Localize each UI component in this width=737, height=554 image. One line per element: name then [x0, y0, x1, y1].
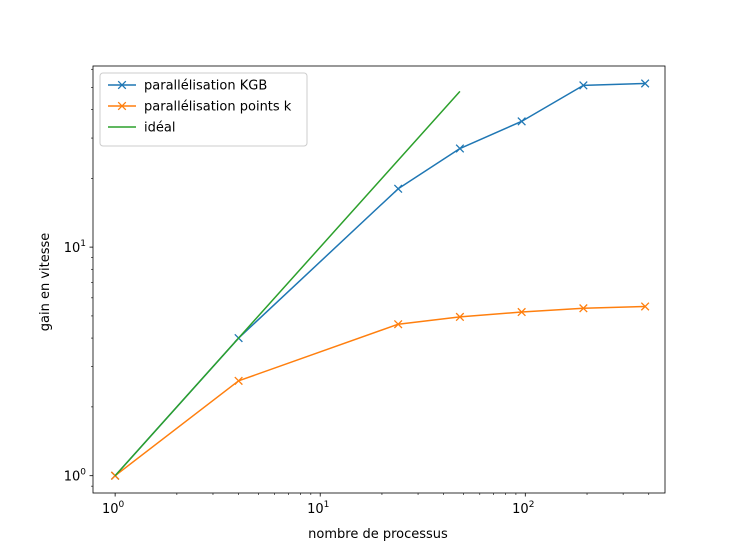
x-tick-label-base: 10 [512, 502, 529, 517]
legend-entry: parallélisation points k [108, 100, 292, 115]
legend-label: parallélisation KGB [144, 79, 267, 94]
x-tick-label-exponent: 1 [324, 500, 330, 510]
data-point-marker [640, 302, 650, 311]
y-tick-label-base: 10 [64, 241, 81, 256]
x-tick-label-base: 10 [307, 502, 324, 517]
data-point-marker [517, 307, 526, 317]
x-tick-label: 101 [307, 500, 329, 517]
data-point-marker [579, 81, 588, 90]
y-tick-label-exponent: 1 [80, 239, 86, 249]
legend-label: idéal [144, 121, 175, 136]
legend-label: parallélisation points k [144, 100, 292, 115]
data-point-marker [455, 144, 465, 153]
data-point-marker [234, 376, 243, 386]
legend-entry: idéal [108, 121, 175, 136]
plot-area [110, 79, 650, 480]
data-point-marker [393, 319, 403, 329]
data-point-marker [455, 312, 465, 322]
series-line-2 [114, 90, 461, 477]
data-point-marker [579, 304, 588, 313]
legend: parallélisation KGB parallélisation point… [99, 72, 308, 147]
x-tick-label: 102 [512, 500, 534, 517]
series-group [110, 79, 650, 480]
y-axis-label: gain en vitesse [38, 233, 53, 332]
y-tick-label-exponent: 0 [80, 468, 86, 478]
y-tick-label-base: 10 [64, 470, 81, 485]
legend-box [99, 72, 308, 147]
x-axis-label: nombre de processus [308, 527, 448, 542]
x-tick-label-base: 10 [102, 502, 119, 517]
x-tick-label: 100 [102, 500, 125, 517]
data-point-marker [517, 117, 526, 126]
axes-frame [92, 65, 666, 494]
y-tick-label: 100 [64, 468, 87, 485]
legend-swatch-marker [117, 80, 127, 90]
x-tick-label-exponent: 0 [119, 500, 125, 510]
legend-swatch-marker [117, 101, 127, 111]
y-tick-label: 101 [64, 239, 86, 256]
legend-entry: parallélisation KGB [108, 79, 267, 94]
data-point-marker [393, 184, 403, 194]
x-tick-label-exponent: 2 [529, 500, 535, 510]
data-point-marker [640, 79, 650, 88]
